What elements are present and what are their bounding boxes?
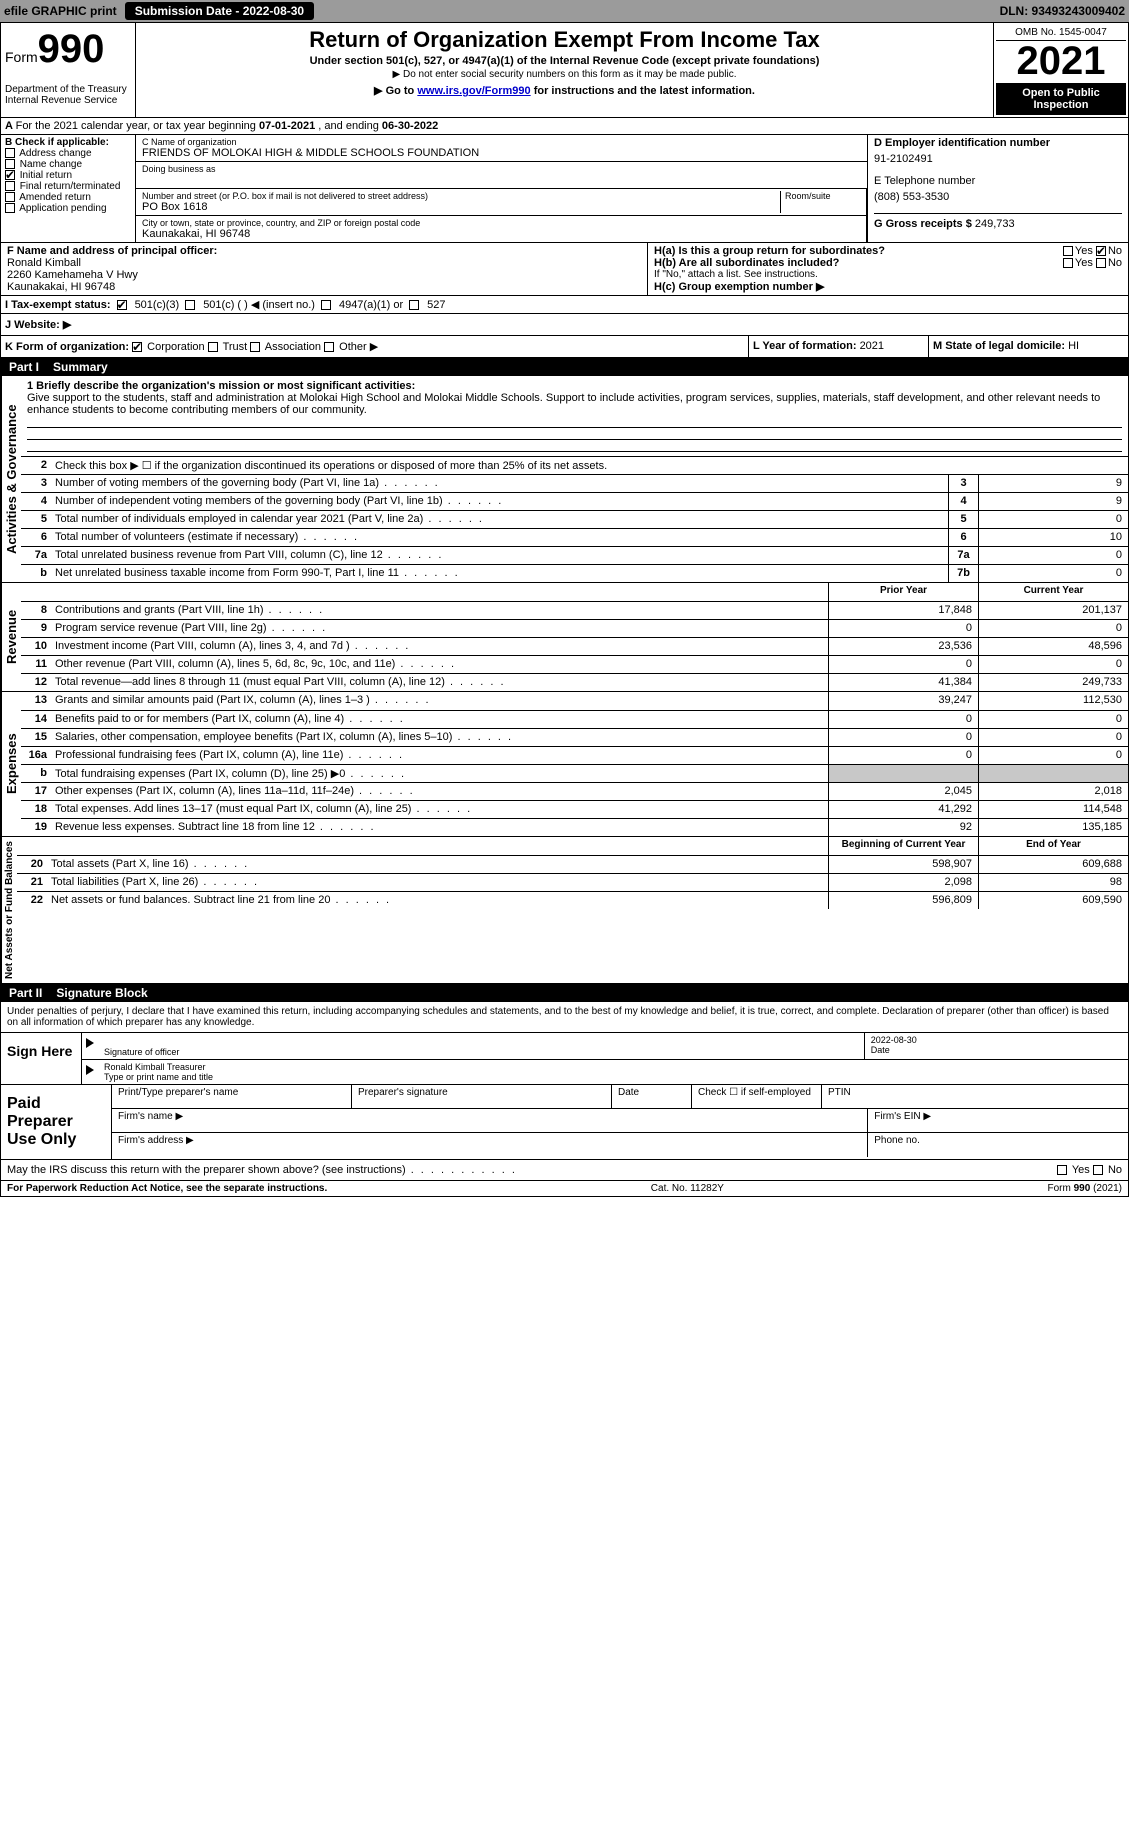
- table-row: 19Revenue less expenses. Subtract line 1…: [21, 818, 1128, 836]
- chk-address[interactable]: Address change: [5, 148, 131, 159]
- box-b: B Check if applicable: Address change Na…: [1, 135, 136, 242]
- table-row: 9Program service revenue (Part VIII, lin…: [21, 619, 1128, 637]
- principal-row: F Name and address of principal officer:…: [1, 243, 1128, 296]
- chk-other[interactable]: [324, 342, 334, 352]
- box-c: C Name of organization FRIENDS OF MOLOKA…: [136, 135, 868, 242]
- year-box: OMB No. 1545-0047 2021 Open to Public In…: [993, 23, 1128, 117]
- part1-header: Part I Summary: [1, 358, 1128, 376]
- part2-header: Part II Signature Block: [1, 984, 1128, 1002]
- side-netassets: Net Assets or Fund Balances: [1, 837, 17, 983]
- goto-line: ▶ Go to www.irs.gov/Form990 for instruct…: [144, 84, 985, 97]
- form-org-row: K Form of organization: Corporation Trus…: [1, 336, 1128, 358]
- table-row: 3Number of voting members of the governi…: [21, 474, 1128, 492]
- irs-link[interactable]: www.irs.gov/Form990: [417, 85, 530, 97]
- section-bcd: B Check if applicable: Address change Na…: [1, 135, 1128, 243]
- main-title: Return of Organization Exempt From Incom…: [144, 27, 985, 53]
- side-governance: Activities & Governance: [1, 376, 21, 582]
- table-row: 12Total revenue—add lines 8 through 11 (…: [21, 673, 1128, 691]
- box-d: D Employer identification number 91-2102…: [868, 135, 1128, 242]
- chk-initial[interactable]: Initial return: [5, 170, 131, 181]
- arrow-icon: [86, 1065, 94, 1075]
- table-row: 8Contributions and grants (Part VIII, li…: [21, 601, 1128, 619]
- chk-trust[interactable]: [208, 342, 218, 352]
- table-row: 14Benefits paid to or for members (Part …: [21, 710, 1128, 728]
- table-row: 17Other expenses (Part IX, column (A), l…: [21, 782, 1128, 800]
- side-expenses: Expenses: [1, 692, 21, 836]
- table-row: 18Total expenses. Add lines 13–17 (must …: [21, 800, 1128, 818]
- org-name: FRIENDS OF MOLOKAI HIGH & MIDDLE SCHOOLS…: [142, 147, 861, 159]
- chk-amended[interactable]: Amended return: [5, 192, 131, 203]
- open-inspection: Open to Public Inspection: [996, 83, 1126, 115]
- tax-status-row: I Tax-exempt status: 501(c)(3) 501(c) ( …: [1, 296, 1128, 313]
- chk-501c[interactable]: [185, 300, 195, 310]
- revenue-section: Revenue Prior Year Current Year 8Contrib…: [1, 583, 1128, 692]
- gross-receipts: 249,733: [975, 218, 1015, 230]
- street: PO Box 1618: [142, 201, 780, 213]
- form-outer: Form990 Department of the Treasury Inter…: [0, 22, 1129, 1197]
- table-row: 10Investment income (Part VIII, column (…: [21, 637, 1128, 655]
- box-h: H(a) Is this a group return for subordin…: [648, 243, 1128, 295]
- netassets-section: Net Assets or Fund Balances Beginning of…: [1, 837, 1128, 984]
- period-row: A For the 2021 calendar year, or tax yea…: [1, 118, 1128, 135]
- arrow-icon: [86, 1038, 94, 1048]
- tax-year: 2021: [996, 41, 1126, 81]
- chk-name[interactable]: Name change: [5, 159, 131, 170]
- mission-text: Give support to the students, staff and …: [27, 392, 1100, 416]
- table-row: bTotal fundraising expenses (Part IX, co…: [21, 764, 1128, 782]
- table-row: 15Salaries, other compensation, employee…: [21, 728, 1128, 746]
- table-row: 4Number of independent voting members of…: [21, 492, 1128, 510]
- irs-label: Internal Revenue Service: [5, 95, 131, 106]
- submission-date-btn[interactable]: Submission Date - 2022-08-30: [125, 2, 314, 20]
- header-row: Form990 Department of the Treasury Inter…: [1, 23, 1128, 118]
- penalty-text: Under penalties of perjury, I declare th…: [1, 1002, 1128, 1033]
- side-revenue: Revenue: [1, 583, 21, 691]
- dln-label: DLN: 93493243009402: [1000, 4, 1125, 18]
- table-row: 6Total number of volunteers (estimate if…: [21, 528, 1128, 546]
- sign-here-row: Sign Here Signature of officer 2022-08-3…: [1, 1033, 1128, 1085]
- ssn-note: ▶ Do not enter social security numbers o…: [144, 69, 985, 80]
- table-row: 13Grants and similar amounts paid (Part …: [21, 692, 1128, 710]
- table-row: 5Total number of individuals employed in…: [21, 510, 1128, 528]
- officer-name: Ronald Kimball Treasurer: [104, 1062, 1122, 1072]
- dept-treasury: Department of the Treasury: [5, 72, 131, 95]
- chk-corp[interactable]: [132, 342, 142, 352]
- subtitle: Under section 501(c), 527, or 4947(a)(1)…: [144, 55, 985, 67]
- paid-preparer-row: Paid Preparer Use Only Print/Type prepar…: [1, 1085, 1128, 1160]
- box-f: F Name and address of principal officer:…: [1, 243, 648, 295]
- chk-discuss-no[interactable]: [1093, 1165, 1103, 1175]
- ein: 91-2102491: [874, 149, 1122, 175]
- table-row: bNet unrelated business taxable income f…: [21, 564, 1128, 582]
- expenses-section: Expenses 13Grants and similar amounts pa…: [1, 692, 1128, 837]
- chk-assoc[interactable]: [250, 342, 260, 352]
- title-box: Return of Organization Exempt From Incom…: [136, 23, 993, 117]
- chk-4947[interactable]: [321, 300, 331, 310]
- chk-527[interactable]: [409, 300, 419, 310]
- table-row: 7aTotal unrelated business revenue from …: [21, 546, 1128, 564]
- table-row: 21Total liabilities (Part X, line 26)2,0…: [17, 873, 1128, 891]
- chk-final[interactable]: Final return/terminated: [5, 181, 131, 192]
- website-row: J Website: ▶: [1, 314, 1128, 336]
- table-row: 16aProfessional fundraising fees (Part I…: [21, 746, 1128, 764]
- form-number: 990: [38, 27, 105, 71]
- chk-501c3[interactable]: [117, 300, 127, 310]
- chk-pending[interactable]: Application pending: [5, 203, 131, 214]
- topbar: efile GRAPHIC print Submission Date - 20…: [0, 0, 1129, 22]
- table-row: 22Net assets or fund balances. Subtract …: [17, 891, 1128, 909]
- city: Kaunakakai, HI 96748: [142, 228, 860, 240]
- phone: (808) 553-3530: [874, 187, 1122, 213]
- efile-label: efile GRAPHIC print: [4, 4, 117, 18]
- table-row: 20Total assets (Part X, line 16)598,9076…: [17, 855, 1128, 873]
- form-id-box: Form990 Department of the Treasury Inter…: [1, 23, 136, 117]
- table-row: 11Other revenue (Part VIII, column (A), …: [21, 655, 1128, 673]
- chk-discuss-yes[interactable]: [1057, 1165, 1067, 1175]
- discuss-row: May the IRS discuss this return with the…: [1, 1160, 1128, 1181]
- governance-section: Activities & Governance 1 Briefly descri…: [1, 376, 1128, 583]
- footer: For Paperwork Reduction Act Notice, see …: [1, 1181, 1128, 1196]
- form-word: Form: [5, 49, 38, 65]
